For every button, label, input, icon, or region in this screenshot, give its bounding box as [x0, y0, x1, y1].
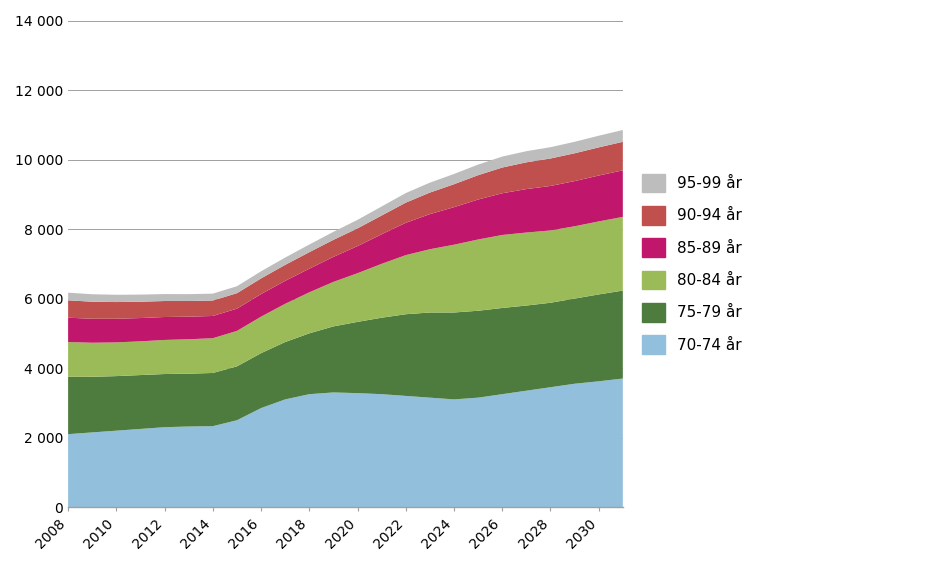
Legend: 95-99 år, 90-94 år, 85-89 år, 80-84 år, 75-79 år, 70-74 år: 95-99 år, 90-94 år, 85-89 år, 80-84 år, …: [636, 168, 748, 360]
